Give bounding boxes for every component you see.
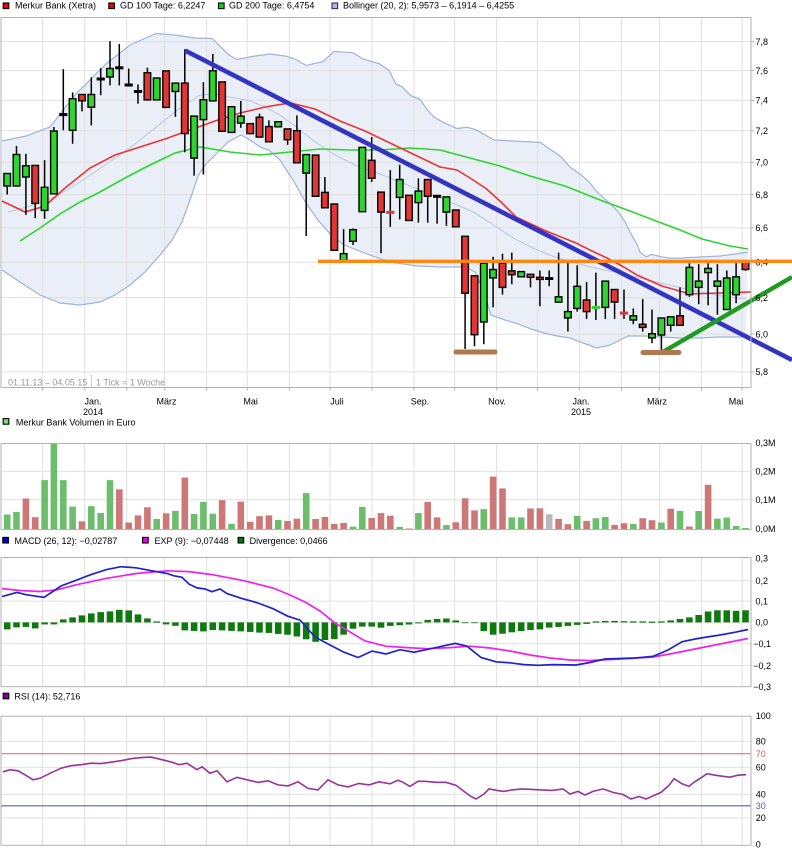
svg-text:0: 0 [756, 840, 761, 850]
svg-text:30: 30 [756, 801, 766, 811]
svg-text:RSI (14): 52,716: RSI (14): 52,716 [14, 691, 80, 701]
svg-text:40: 40 [756, 789, 766, 799]
svg-text:0,3: 0,3 [756, 553, 769, 563]
svg-text:−0,3: −0,3 [753, 682, 771, 692]
svg-text:2015: 2015 [571, 407, 591, 417]
svg-text:EXP (9): −0,07448: EXP (9): −0,07448 [155, 536, 229, 546]
svg-text:7,6: 7,6 [756, 66, 769, 76]
svg-text:−0,1: −0,1 [753, 639, 771, 649]
svg-text:7,8: 7,8 [756, 37, 769, 47]
svg-text:Jan.: Jan. [84, 397, 101, 407]
svg-text:Mai: Mai [729, 397, 744, 407]
svg-text:01.11.13 – 04.05.15: 01.11.13 – 04.05.15 [8, 378, 87, 388]
svg-text:1 Tick = 1 Woche: 1 Tick = 1 Woche [96, 378, 165, 388]
svg-text:Juli: Juli [330, 397, 344, 407]
svg-text:6,2: 6,2 [756, 293, 769, 303]
svg-text:0,1M: 0,1M [756, 495, 776, 505]
svg-text:0,0: 0,0 [756, 618, 769, 628]
svg-text:0,1: 0,1 [756, 596, 769, 606]
svg-text:6,8: 6,8 [756, 190, 769, 200]
svg-text:MACD (26, 12): −0,02787: MACD (26, 12): −0,02787 [15, 536, 118, 546]
svg-text:Nov.: Nov. [488, 397, 506, 407]
svg-text:0,0M: 0,0M [756, 524, 776, 534]
svg-text:März: März [157, 397, 177, 407]
svg-text:Mai: Mai [243, 397, 258, 407]
svg-text:7,4: 7,4 [756, 96, 769, 106]
svg-text:6,6: 6,6 [756, 223, 769, 233]
svg-text:60: 60 [756, 762, 766, 772]
svg-text:7,2: 7,2 [756, 126, 769, 136]
svg-text:Sep.: Sep. [411, 397, 430, 407]
svg-text:5,8: 5,8 [756, 367, 769, 377]
svg-text:GD 100 Tage: 6,2247: GD 100 Tage: 6,2247 [120, 0, 205, 10]
svg-text:20: 20 [756, 813, 766, 823]
svg-text:Jan.: Jan. [572, 397, 589, 407]
svg-text:80: 80 [756, 736, 766, 746]
svg-text:GD 200 Tage: 6,4754: GD 200 Tage: 6,4754 [229, 0, 314, 10]
svg-text:Divergence: 0,0466: Divergence: 0,0466 [250, 536, 328, 546]
svg-text:Bollinger (20, 2): 5,9573 – 6,: Bollinger (20, 2): 5,9573 – 6,1914 – 6,4… [343, 0, 514, 10]
svg-text:Merkur Bank Volumen in Euro: Merkur Bank Volumen in Euro [16, 418, 136, 428]
svg-text:7,0: 7,0 [756, 158, 769, 168]
svg-text:0,2M: 0,2M [756, 467, 776, 477]
svg-text:2014: 2014 [83, 407, 103, 417]
svg-text:6,0: 6,0 [756, 329, 769, 339]
svg-text:Merkur Bank (Xetra): Merkur Bank (Xetra) [15, 0, 96, 10]
svg-text:0,3M: 0,3M [756, 438, 776, 448]
svg-text:−0,2: −0,2 [753, 661, 771, 671]
svg-text:100: 100 [756, 711, 771, 721]
svg-text:70: 70 [756, 749, 766, 759]
svg-text:März: März [647, 397, 667, 407]
svg-text:0,2: 0,2 [756, 576, 769, 586]
